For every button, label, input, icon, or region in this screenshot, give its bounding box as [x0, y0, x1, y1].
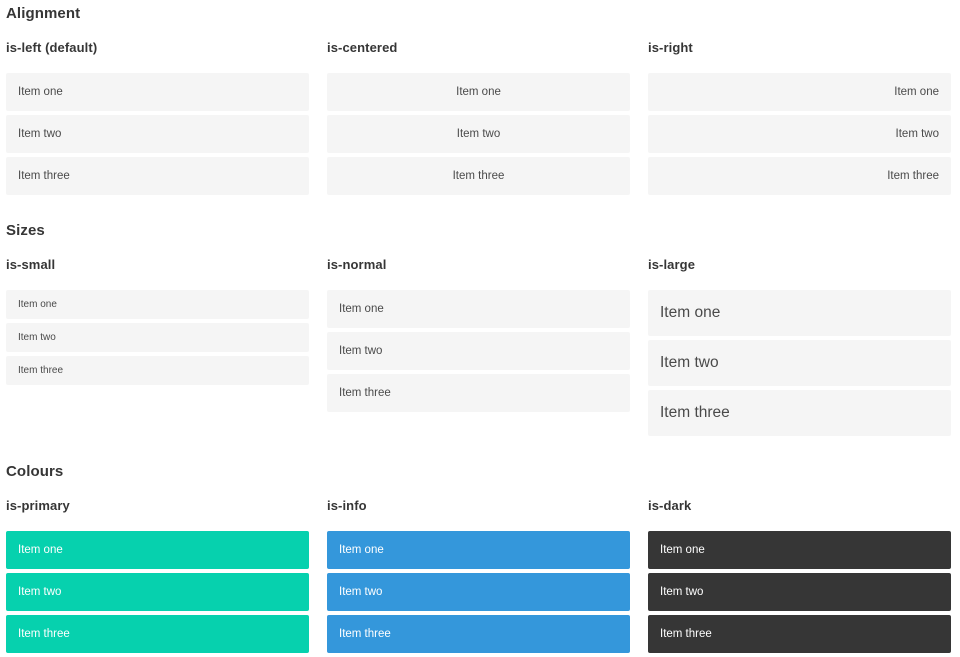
column-is-large: is-large Item one Item two Item three — [648, 258, 951, 440]
column-heading: is-small — [6, 257, 56, 272]
list-item[interactable]: Item three — [327, 615, 630, 653]
column-heading: is-centered — [327, 40, 398, 55]
column-is-small: is-small Item one Item two Item three — [6, 258, 309, 389]
section-colours: Colours is-primary Item one Item two Item th… — [6, 463, 951, 657]
list-item[interactable]: Item two — [327, 332, 630, 370]
column-is-right: is-right Item one Item two Item three — [648, 41, 951, 199]
list-item[interactable]: Item one — [327, 531, 630, 569]
column-heading: is-normal — [327, 257, 387, 272]
item-list: Item one Item two Item three — [648, 531, 951, 653]
column-heading: is-dark — [648, 498, 692, 513]
item-list: Item one Item two Item three — [6, 531, 309, 653]
section-alignment: Alignment is-left (default) Item one Item t… — [6, 5, 951, 199]
item-list: Item one Item two Item three — [327, 531, 630, 653]
list-item[interactable]: Item three — [648, 157, 951, 195]
section-title: Sizes — [6, 222, 45, 239]
list-item[interactable]: Item three — [6, 615, 309, 653]
list-item[interactable]: Item two — [327, 115, 630, 153]
item-list: Item one Item two Item three — [648, 73, 951, 195]
column-heading: is-primary — [6, 498, 70, 513]
list-item[interactable]: Item one — [327, 73, 630, 111]
list-item[interactable]: Item three — [6, 157, 309, 195]
column-is-info: is-info Item one Item two Item three — [327, 499, 630, 657]
list-item[interactable]: Item one — [648, 290, 951, 336]
list-item[interactable]: Item two — [327, 573, 630, 611]
list-item[interactable]: Item one — [648, 73, 951, 111]
list-item[interactable]: Item one — [6, 290, 309, 319]
list-item[interactable]: Item three — [327, 374, 630, 412]
column-is-left-default: is-left (default) Item one Item two Item th… — [6, 41, 309, 199]
column-is-normal: is-normal Item one Item two Item three — [327, 258, 630, 416]
list-item[interactable]: Item two — [648, 573, 951, 611]
item-list: Item one Item two Item three — [6, 290, 309, 385]
list-item[interactable]: Item one — [327, 290, 630, 328]
section-title: Alignment — [6, 5, 81, 22]
column-heading: is-large — [648, 257, 696, 272]
list-item[interactable]: Item two — [6, 573, 309, 611]
columns-row: is-primary Item one Item two Item three is-i… — [6, 499, 951, 657]
columns-row: is-small Item one Item two Item three is-nor… — [6, 258, 951, 440]
sections-root: Alignment is-left (default) Item one Item t… — [6, 5, 951, 657]
list-item[interactable]: Item two — [648, 340, 951, 386]
component-demo-page: Alignment is-left (default) Item one Item t… — [6, 5, 951, 657]
column-heading: is-left (default) — [6, 40, 98, 55]
item-list: Item one Item two Item three — [6, 73, 309, 195]
list-item[interactable]: Item one — [648, 531, 951, 569]
item-list: Item one Item two Item three — [327, 290, 630, 412]
columns-row: is-left (default) Item one Item two Item th… — [6, 41, 951, 199]
column-is-dark: is-dark Item one Item two Item three — [648, 499, 951, 657]
section-title: Colours — [6, 463, 64, 480]
column-heading: is-info — [327, 498, 367, 513]
list-item[interactable]: Item three — [648, 390, 951, 436]
column-is-centered: is-centered Item one Item two Item three — [327, 41, 630, 199]
item-list: Item one Item two Item three — [327, 73, 630, 195]
list-item[interactable]: Item two — [6, 115, 309, 153]
list-item[interactable]: Item one — [6, 531, 309, 569]
column-is-primary: is-primary Item one Item two Item three — [6, 499, 309, 657]
list-item[interactable]: Item three — [648, 615, 951, 653]
list-item[interactable]: Item two — [648, 115, 951, 153]
list-item[interactable]: Item one — [6, 73, 309, 111]
list-item[interactable]: Item three — [327, 157, 630, 195]
list-item[interactable]: Item three — [6, 356, 309, 385]
item-list: Item one Item two Item three — [648, 290, 951, 436]
section-sizes: Sizes is-small Item one Item two Item three i… — [6, 222, 951, 440]
column-heading: is-right — [648, 40, 693, 55]
list-item[interactable]: Item two — [6, 323, 309, 352]
